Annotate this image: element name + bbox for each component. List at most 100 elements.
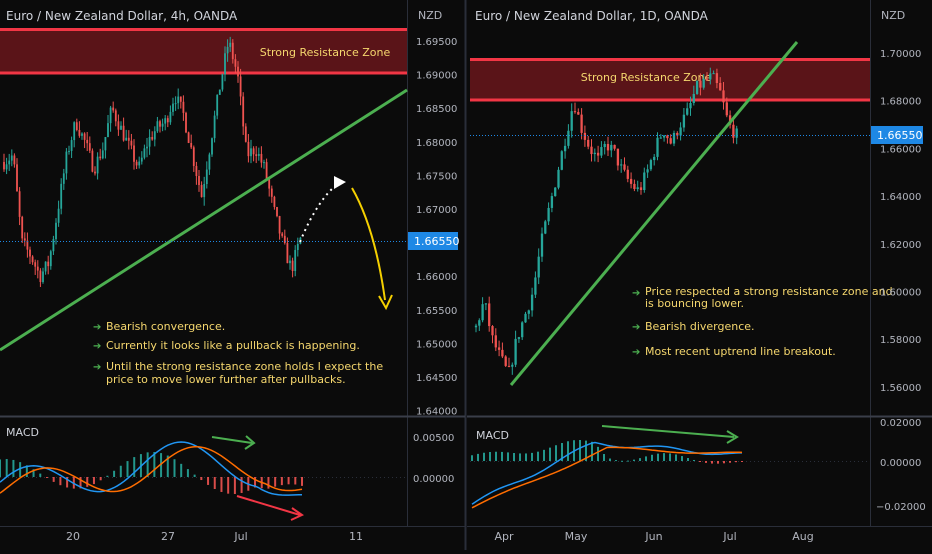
right-macd-bar: [501, 451, 503, 461]
right-macd-bar: [579, 439, 581, 461]
right-macd-bar: [693, 459, 695, 461]
left-candle: [114, 110, 117, 122]
left-candle: [159, 121, 161, 127]
right-y-tick: 1.58000: [880, 335, 921, 346]
left-macd-bar: [39, 473, 42, 477]
right-price-badge-text: 1.66550: [877, 129, 923, 142]
right-macd-bar: [591, 441, 593, 461]
left-candle: [70, 140, 73, 151]
right-macd-bar: [585, 440, 587, 461]
right-candle: [488, 303, 491, 327]
left-candle: [283, 235, 286, 244]
left-candle: [247, 141, 250, 157]
left-macd-bar: [166, 455, 169, 477]
left-macd-bar: [133, 457, 136, 477]
right-candle: [540, 233, 544, 257]
left-note-1: Bearish convergence.: [106, 320, 225, 333]
left-x-tick: Jul: [233, 530, 247, 543]
left-macd-bar: [213, 477, 216, 490]
left-macd-bar: [274, 477, 277, 487]
right-price-badge: [871, 126, 923, 144]
right-candle: [679, 127, 682, 136]
left-note-3: Until the strong resistance zone holds I…: [106, 360, 383, 373]
left-candle: [161, 123, 164, 127]
right-macd-bar: [735, 461, 737, 463]
left-candle: [265, 162, 268, 180]
right-candle: [478, 320, 481, 326]
right-macd-bar: [699, 461, 701, 462]
left-macd-bar: [153, 452, 156, 477]
left-macd-bar: [200, 477, 203, 481]
left-candle: [13, 155, 16, 165]
left-panel-bg: [0, 0, 465, 550]
right-x-tick: Jul: [722, 530, 736, 543]
right-candle: [524, 313, 527, 323]
left-candle: [237, 66, 239, 77]
left-candle: [78, 130, 81, 136]
right-macd-bar: [627, 460, 629, 462]
left-candle: [101, 150, 104, 159]
right-candle: [610, 144, 613, 151]
right-candle: [494, 335, 497, 348]
right-candle: [563, 145, 567, 152]
right-macd-bar: [651, 454, 653, 461]
right-macd-bar: [561, 443, 563, 461]
left-macd-bar: [106, 475, 109, 477]
left-candle: [255, 154, 258, 156]
left-candle: [130, 140, 133, 146]
right-candle: [629, 178, 633, 184]
right-candle: [593, 152, 596, 155]
right-candle: [633, 183, 636, 190]
right-macd-bar: [681, 456, 683, 461]
note-arrow-icon: ➔: [632, 347, 640, 358]
note-arrow-icon: ➔: [93, 322, 101, 333]
right-macd-bar: [621, 460, 623, 462]
right-zone-label: Strong Resistance Zone: [581, 71, 712, 84]
right-candle: [662, 135, 666, 138]
left-candle: [109, 107, 112, 124]
right-candle: [491, 326, 494, 336]
left-macd-bar: [66, 477, 69, 488]
right-macd-bar: [675, 454, 677, 461]
left-y-tick: 1.64500: [416, 373, 457, 384]
left-candle: [65, 151, 68, 174]
right-candle: [676, 132, 679, 136]
left-candle: [190, 142, 193, 148]
left-candle: [146, 146, 148, 149]
left-candle: [218, 89, 221, 95]
right-macd-tick: −0.02000: [876, 502, 926, 513]
left-candle: [296, 243, 299, 251]
left-candle: [96, 156, 99, 174]
right-macd-tick: 0.00000: [880, 458, 921, 469]
left-candle: [192, 147, 195, 166]
left-y-tick: 1.67000: [416, 205, 457, 216]
left-candle: [169, 111, 172, 123]
left-macd-bar: [240, 477, 243, 493]
left-candles: [3, 36, 302, 287]
right-candle: [560, 151, 563, 170]
right-x-tick: Aug: [792, 530, 813, 543]
left-candle: [166, 118, 169, 123]
left-macd-bar: [32, 469, 35, 477]
right-macd-bar: [567, 441, 569, 461]
right-candle: [646, 169, 649, 173]
right-candle: [636, 187, 639, 190]
right-macd-bar: [477, 453, 479, 461]
right-x-tick: Jun: [644, 530, 662, 543]
right-candle: [620, 164, 623, 166]
right-notes: ➔ Price respected a strong resistance zo…: [632, 285, 893, 358]
left-candle: [127, 137, 130, 141]
left-candle: [229, 42, 232, 47]
right-candle: [653, 156, 656, 161]
left-candle: [88, 143, 91, 151]
left-candle: [198, 176, 200, 186]
left-candle: [104, 137, 107, 151]
left-candle: [164, 118, 167, 124]
right-candle: [603, 143, 606, 148]
left-x-tick: 11: [349, 530, 363, 543]
left-candle: [49, 251, 52, 267]
right-candle: [613, 144, 616, 149]
left-note-2: Currently it looks like a pullback is ha…: [106, 339, 360, 352]
right-candle: [557, 169, 560, 188]
